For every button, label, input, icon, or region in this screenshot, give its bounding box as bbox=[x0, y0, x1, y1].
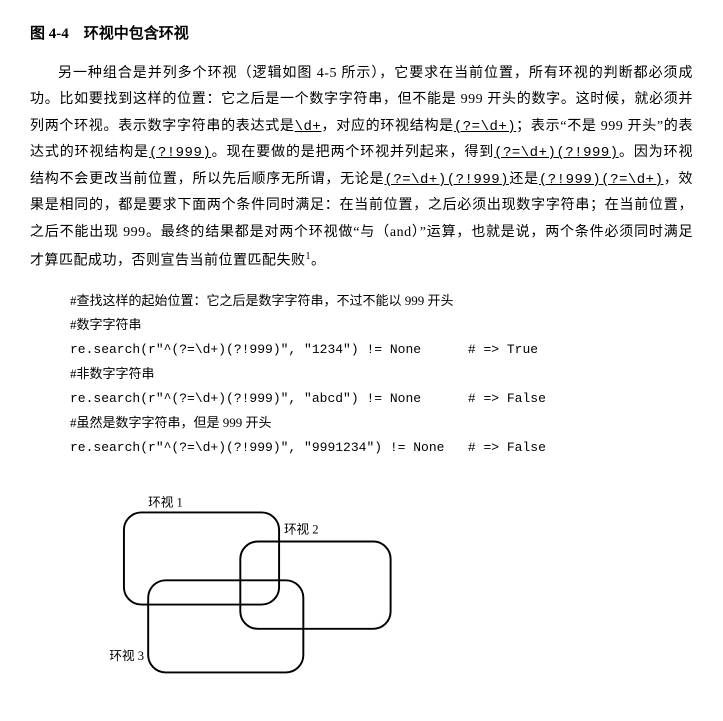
inline-code: (?!999)(?=\d+) bbox=[539, 172, 664, 188]
inline-code: (?=\d+)(?!999) bbox=[494, 145, 619, 161]
diagram-label-1: 环视 1 bbox=[148, 495, 183, 510]
diagram-label-2: 环视 2 bbox=[284, 522, 319, 537]
text-run: ，对应的环视结构是 bbox=[321, 119, 454, 134]
code-line: re.search(r"^(?=\d+)(?!999)", "abcd") !=… bbox=[70, 391, 421, 406]
inline-code: (?=\d+) bbox=[454, 119, 516, 135]
code-result bbox=[421, 342, 468, 357]
lookaround-box-1 bbox=[124, 513, 279, 605]
text-run: 。 bbox=[311, 253, 326, 268]
code-comment: #虽然是数字字符串，但是 999 开头 bbox=[70, 415, 272, 430]
code-line: re.search(r"^(?=\d+)(?!999)", "9991234")… bbox=[70, 440, 444, 455]
venn-diagram: 环视 1 环视 2 环视 3 bbox=[90, 490, 410, 690]
body-paragraph: 另一种组合是并列多个环视（逻辑如图 4-5 所示），它要求在当前位置，所有环视的… bbox=[30, 61, 693, 275]
code-line: re.search(r"^(?=\d+)(?!999)", "1234") !=… bbox=[70, 342, 421, 357]
lookaround-box-3 bbox=[148, 581, 303, 673]
code-comment: #查找这样的起始位置：它之后是数字字符串，不过不能以 999 开头 bbox=[70, 293, 454, 308]
code-example-block: #查找这样的起始位置：它之后是数字字符串，不过不能以 999 开头 #数字字符串… bbox=[70, 289, 693, 460]
code-result bbox=[421, 391, 468, 406]
inline-code: \d+ bbox=[295, 119, 322, 135]
code-comment: #非数字字符串 bbox=[70, 366, 155, 381]
code-result bbox=[444, 440, 467, 455]
diagram-label-3: 环视 3 bbox=[109, 648, 144, 663]
code-result: # => False bbox=[468, 440, 546, 455]
inline-code: (?=\d+)(?!999) bbox=[384, 172, 509, 188]
code-result: # => True bbox=[468, 342, 538, 357]
text-run: 。现在要做的是把两个环视并列起来，得到 bbox=[211, 145, 494, 160]
code-result: # => False bbox=[468, 391, 546, 406]
figure-caption: 图 4-4 环视中包含环视 bbox=[30, 20, 693, 49]
code-comment: #数字字符串 bbox=[70, 317, 142, 332]
text-run: 还是 bbox=[509, 172, 539, 187]
lookaround-box-2 bbox=[240, 542, 390, 629]
inline-code: (?!999) bbox=[149, 145, 211, 161]
